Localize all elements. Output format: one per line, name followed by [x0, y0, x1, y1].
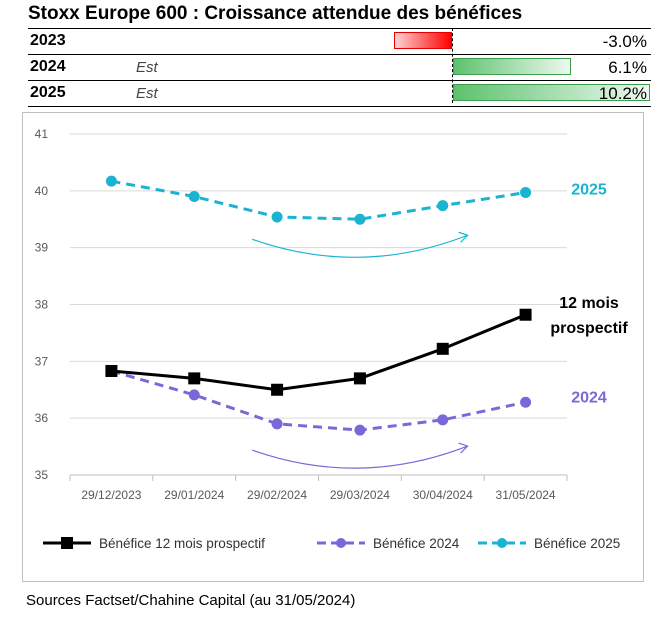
legend-label: Bénéfice 2025	[534, 536, 620, 551]
y-tick-label: 39	[35, 241, 49, 255]
growth-est: Est	[136, 59, 158, 76]
growth-bar	[453, 84, 650, 101]
chart-frame: 35 36 37 38 39 40 41 29/12/2023 29/01/2024 29/02/…	[22, 112, 644, 582]
data-point-b-n-fice-12-mois-prospectif	[519, 308, 532, 321]
data-point-b-n-fice-2024	[188, 389, 200, 401]
growth-year: 2025	[30, 84, 66, 101]
growth-value: 10.2%	[598, 84, 647, 103]
data-point-b-n-fice-2024	[520, 396, 532, 408]
trend-arrow-2024	[252, 445, 468, 469]
data-point-b-n-fice-12-mois-prospectif	[436, 342, 449, 355]
trend-arrow-2025	[252, 234, 468, 258]
series-end-label: prospectif	[550, 320, 628, 337]
data-point-b-n-fice-12-mois-prospectif	[353, 372, 366, 385]
growth-row: 2024 Est 6.1%	[28, 54, 651, 80]
y-tick-label: 35	[35, 468, 49, 482]
x-tick-label: 29/01/2024	[164, 488, 224, 502]
data-point-b-n-fice-2024	[271, 418, 283, 430]
growth-year: 2024	[30, 58, 66, 75]
x-tick-label: 29/02/2024	[247, 488, 307, 502]
growth-table: 2023 -3.0% 2024 Est 6.1% 2025 Est 10.2%	[28, 28, 651, 107]
y-tick-label: 41	[35, 127, 49, 141]
growth-year: 2023	[30, 32, 66, 49]
legend-marker	[61, 537, 73, 549]
trend-arrow-2024-head	[458, 442, 469, 454]
data-point-b-n-fice-2025	[271, 211, 283, 223]
growth-bar	[453, 58, 571, 75]
trend-arrow-2025-head	[458, 231, 469, 243]
x-tick-label: 29/03/2024	[330, 488, 390, 502]
growth-bar	[394, 32, 452, 49]
source-note: Sources Factset/Chahine Capital (au 31/0…	[26, 592, 356, 609]
series-line-b-n-fice-2024	[111, 369, 526, 432]
data-point-b-n-fice-2025	[520, 187, 532, 199]
y-tick-label: 37	[35, 354, 49, 368]
growth-row: 2025 Est 10.2%	[28, 80, 651, 107]
series-line-b-n-fice-12-mois-prospectif	[111, 313, 527, 392]
x-tick-label: 29/12/2023	[81, 488, 141, 502]
y-tick-label: 40	[35, 184, 49, 198]
growth-value: 6.1%	[608, 58, 647, 77]
x-tick-label: 31/05/2024	[496, 488, 556, 502]
legend-label: Bénéfice 2024	[373, 536, 460, 551]
growth-zero-line	[452, 28, 453, 103]
series-end-label: 2024	[571, 389, 607, 406]
page-title: Stoxx Europe 600 : Croissance attendue d…	[28, 3, 523, 24]
data-point-b-n-fice-2024	[437, 414, 449, 426]
data-point-b-n-fice-2025	[188, 191, 200, 203]
x-tick-label: 30/04/2024	[413, 488, 473, 502]
y-tick-label: 38	[35, 298, 49, 312]
growth-value: -3.0%	[602, 32, 647, 51]
data-point-b-n-fice-12-mois-prospectif	[271, 383, 284, 396]
series-line-b-n-fice-2025	[111, 179, 526, 221]
series-end-label: 2025	[571, 182, 607, 199]
legend-label: Bénéfice 12 mois prospectif	[99, 536, 265, 551]
data-point-b-n-fice-2025	[105, 175, 117, 187]
legend-marker	[336, 538, 346, 548]
data-point-b-n-fice-2025	[437, 200, 449, 212]
growth-est: Est	[136, 85, 158, 102]
y-tick-label: 36	[35, 411, 49, 425]
data-point-b-n-fice-2025	[354, 213, 366, 225]
growth-row: 2023 -3.0%	[28, 28, 651, 54]
data-point-b-n-fice-12-mois-prospectif	[105, 364, 118, 377]
legend-marker	[497, 538, 507, 548]
data-point-b-n-fice-2024	[354, 424, 366, 436]
line-chart: 35 36 37 38 39 40 41 29/12/2023 29/01/2024 29/02/…	[35, 127, 629, 551]
data-point-b-n-fice-12-mois-prospectif	[188, 372, 201, 385]
series-end-label: 12 mois	[559, 295, 619, 312]
